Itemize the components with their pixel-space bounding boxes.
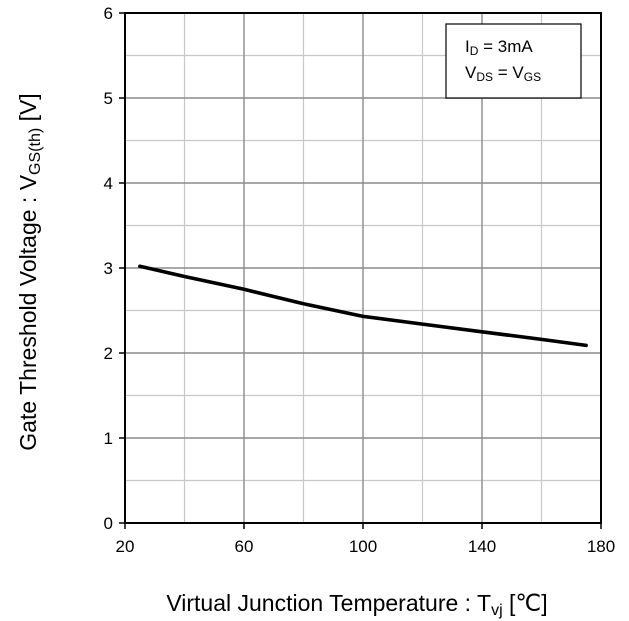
legend: ID = 3mA VDS = VGS [445,23,582,99]
y-tick-label: 2 [104,344,113,363]
x-tick-label: 100 [349,537,377,556]
x-tick-labels: 20 60 100 140 180 [116,537,616,556]
x-tick-label: 140 [468,537,496,556]
y-tick-label: 0 [104,514,113,533]
y-tick-label: 6 [104,4,113,23]
x-axis-title: Virtual Junction Temperature : Tvj [℃] [166,590,547,619]
legend-entry-vds: VDS = VGS [465,63,541,84]
y-tick-label: 3 [104,259,113,278]
legend-entry-id: ID = 3mA [465,37,533,58]
y-tick-label: 5 [104,89,113,108]
major-grid [125,13,601,523]
y-axis-title: Gate Threshold Voltage : VGS(th) [V] [15,93,44,450]
x-tick-label: 20 [116,537,135,556]
x-tick-label: 60 [235,537,254,556]
series-group [138,264,588,348]
y-tick-label: 1 [104,429,113,448]
series-line-0 [138,264,588,348]
plot-frame [124,12,602,524]
y-tick-labels: 0 1 2 3 4 5 6 [104,4,113,533]
x-tick-label: 180 [587,537,615,556]
legend-box [445,23,582,99]
y-tick-label: 4 [104,174,113,193]
